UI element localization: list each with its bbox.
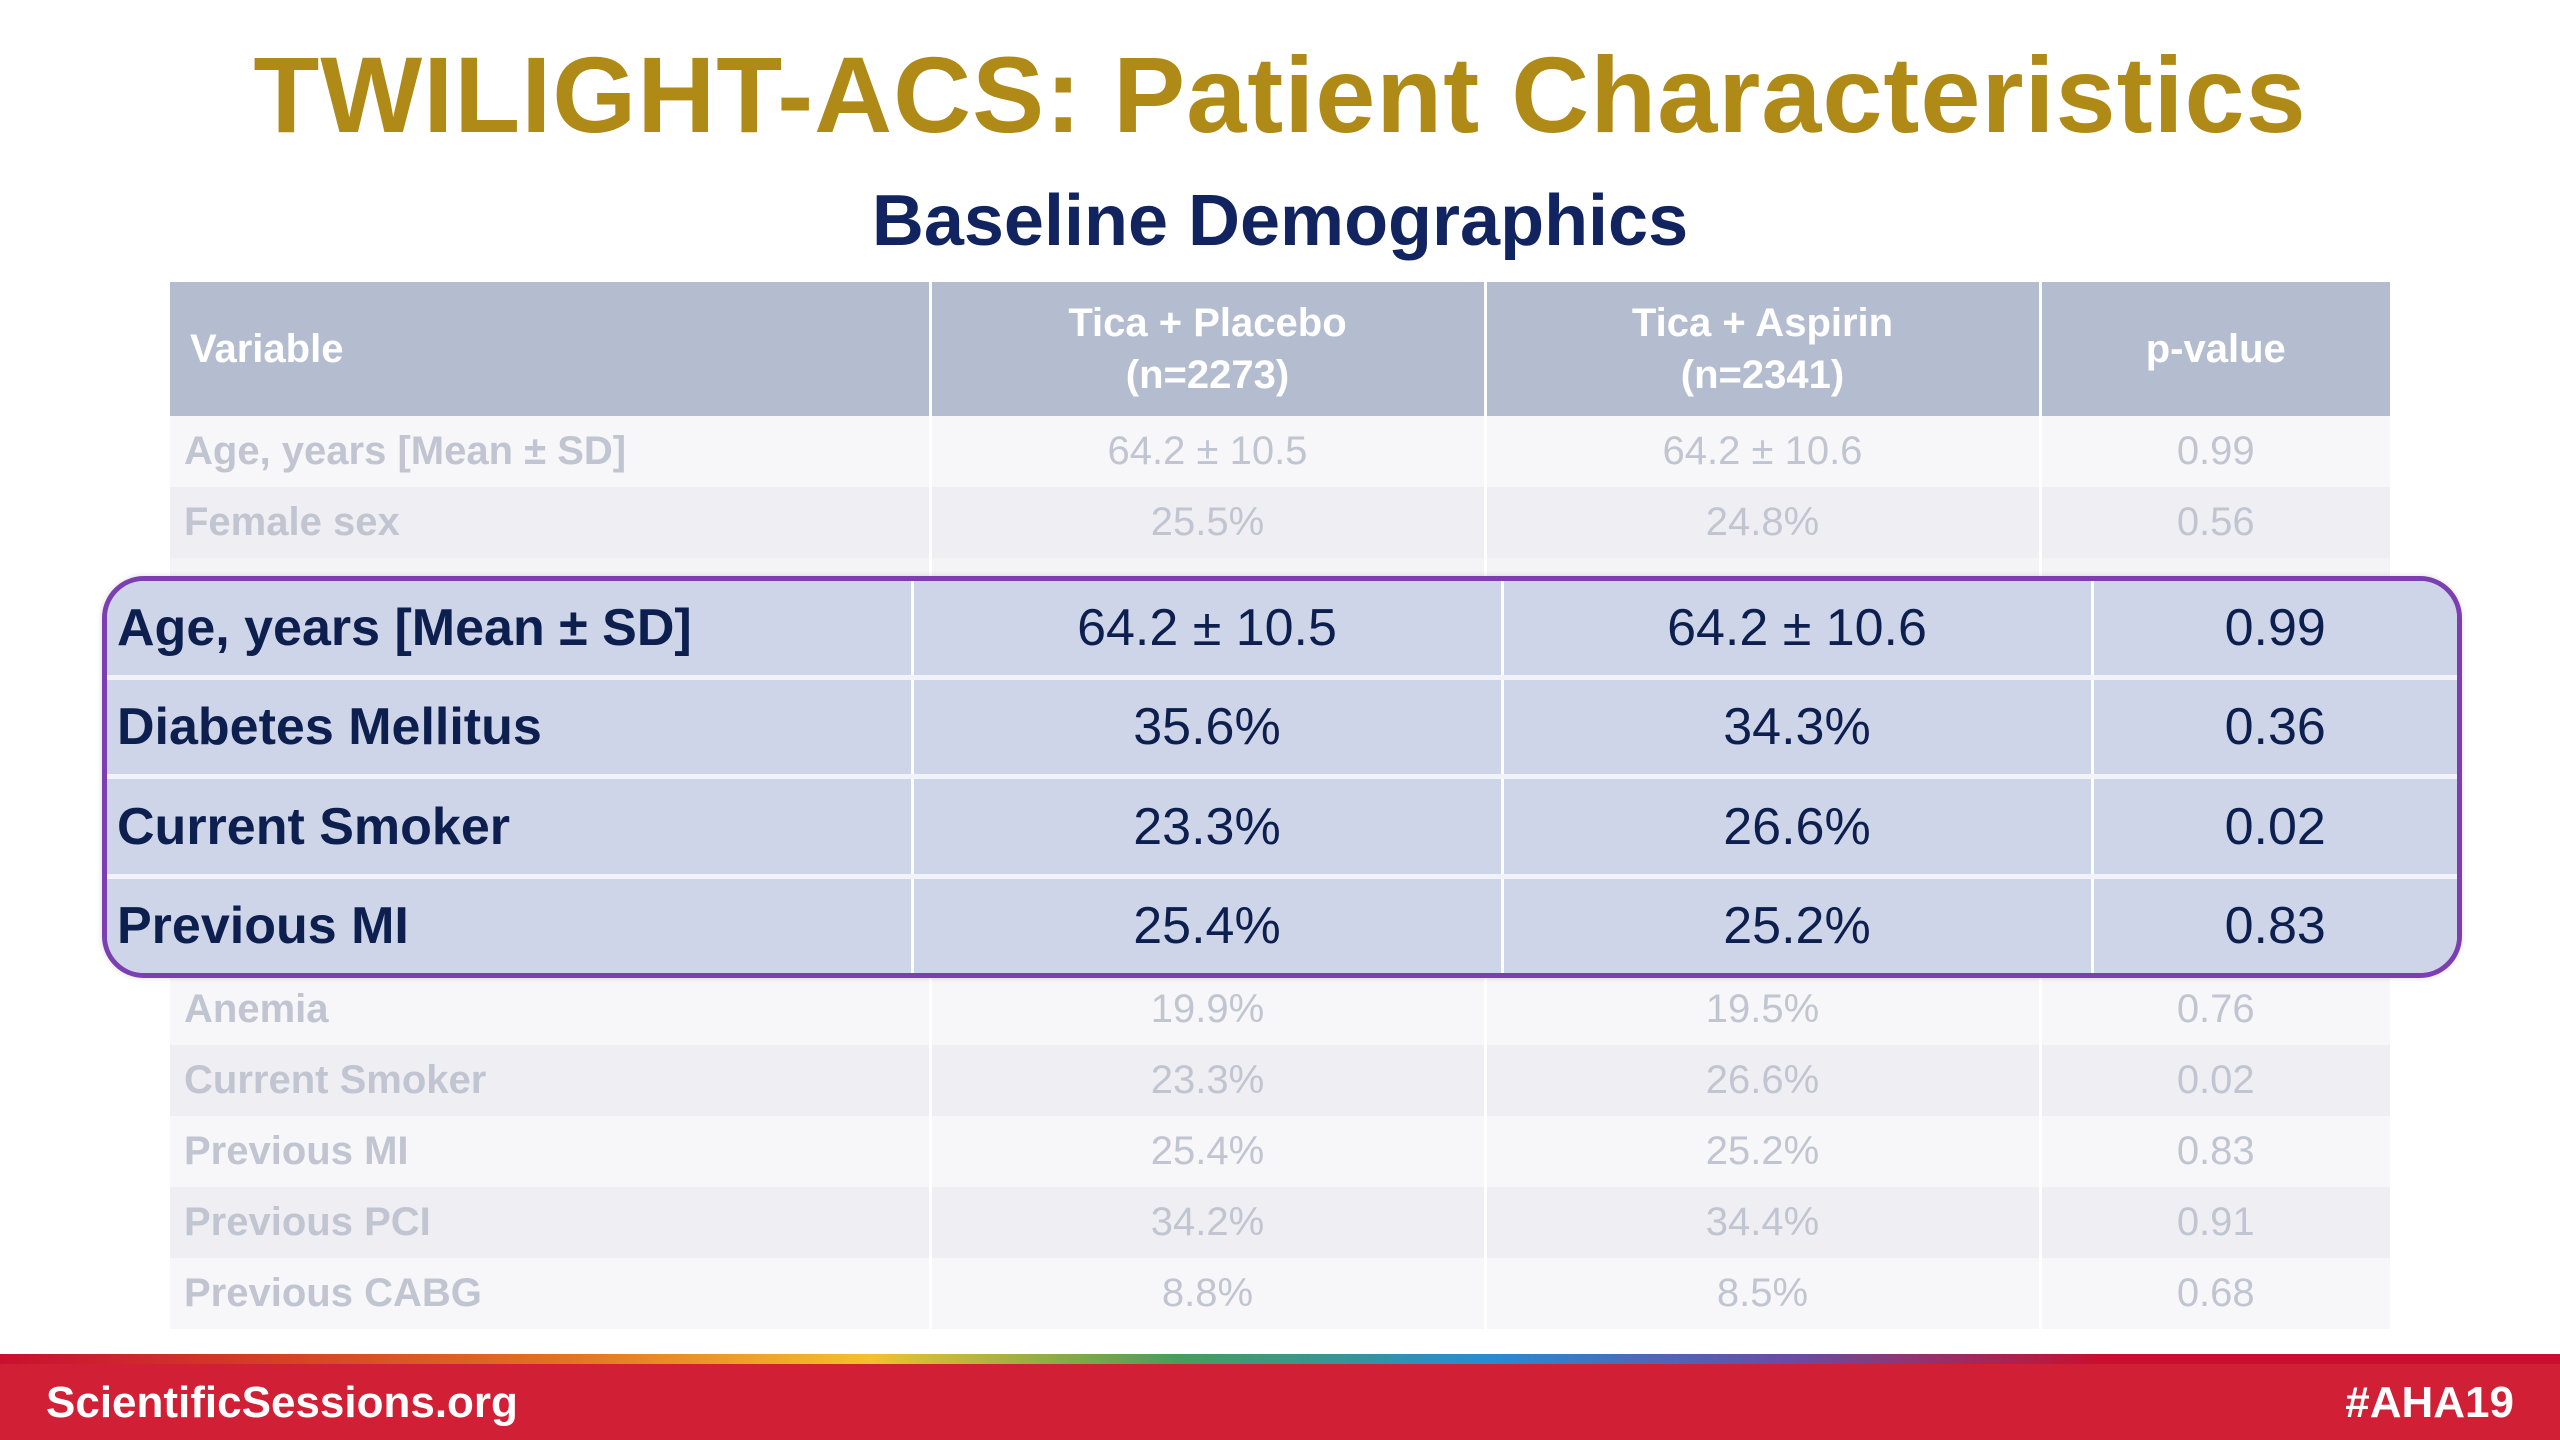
- highlight-cell-variable: Age, years [Mean ± SD]: [107, 581, 914, 680]
- highlight-cell-aspirin: 26.6%: [1502, 776, 2094, 880]
- footer-color-stripe: [0, 1354, 2560, 1364]
- header-tica-placebo-label: Tica + Placebo: [1068, 301, 1347, 345]
- cell-aspirin: 34.4%: [1485, 1187, 2042, 1258]
- cell-p-value: 0.83: [2040, 1116, 2390, 1187]
- highlight-cell-p-value: 0.99: [2092, 581, 2457, 680]
- highlight-row: Diabetes Mellitus 35.6% 34.3% 0.36: [107, 677, 2457, 780]
- highlight-cell-p-value: 0.02: [2092, 776, 2457, 880]
- cell-placebo: 25.5%: [930, 487, 1487, 558]
- highlight-cell-placebo: 25.4%: [912, 876, 1504, 973]
- header-tica-placebo-n: (n=2273): [1125, 353, 1290, 397]
- highlight-cell-placebo: 23.3%: [912, 776, 1504, 880]
- table-row: Previous MI 25.4% 25.2% 0.83: [170, 1116, 2390, 1187]
- highlight-callout: Age, years [Mean ± SD] 64.2 ± 10.5 64.2 …: [102, 576, 2462, 978]
- cell-aspirin: 19.5%: [1485, 974, 2042, 1045]
- header-tica-aspirin-n: (n=2341): [1680, 353, 1845, 397]
- cell-variable: Female sex: [170, 487, 932, 558]
- highlight-cell-aspirin: 25.2%: [1502, 876, 2094, 973]
- cell-aspirin: 25.2%: [1485, 1116, 2042, 1187]
- cell-placebo: 23.3%: [930, 1045, 1487, 1116]
- cell-p-value: 0.02: [2040, 1045, 2390, 1116]
- cell-variable: Anemia: [170, 974, 932, 1045]
- cell-variable: Previous MI: [170, 1116, 932, 1187]
- cell-aspirin: 8.5%: [1485, 1258, 2042, 1329]
- cell-variable: Previous PCI: [170, 1187, 932, 1258]
- header-p-value: p-value: [2040, 282, 2390, 416]
- table-row: Previous PCI 34.2% 34.4% 0.91: [170, 1187, 2390, 1258]
- highlight-cell-aspirin: 34.3%: [1502, 677, 2094, 780]
- table-header-row: Variable Tica + Placebo (n=2273) Tica + …: [170, 282, 2390, 416]
- highlight-row: Previous MI 25.4% 25.2% 0.83: [107, 876, 2457, 973]
- cell-variable: Current Smoker: [170, 1045, 932, 1116]
- table-row: Anemia 19.9% 19.5% 0.76: [170, 974, 2390, 1045]
- cell-p-value: 0.68: [2040, 1258, 2390, 1329]
- highlight-row: Age, years [Mean ± SD] 64.2 ± 10.5 64.2 …: [107, 581, 2457, 680]
- cell-p-value: 0.99: [2040, 416, 2390, 487]
- slide-subtitle: Baseline Demographics: [871, 181, 1689, 261]
- cell-p-value: 0.56: [2040, 487, 2390, 558]
- table-row: Age, years [Mean ± SD] 64.2 ± 10.5 64.2 …: [170, 416, 2390, 487]
- header-tica-placebo: Tica + Placebo (n=2273): [930, 282, 1487, 416]
- header-variable: Variable: [170, 282, 932, 416]
- cell-variable: Age, years [Mean ± SD]: [170, 416, 932, 487]
- highlight-cell-p-value: 0.83: [2092, 876, 2457, 973]
- highlight-cell-placebo: 64.2 ± 10.5: [912, 581, 1504, 680]
- header-tica-aspirin: Tica + Aspirin (n=2341): [1485, 282, 2042, 416]
- cell-p-value: 0.91: [2040, 1187, 2390, 1258]
- slide-title: TWILIGHT-ACS: Patient Characteristics: [253, 34, 2307, 155]
- cell-p-value: 0.76: [2040, 974, 2390, 1045]
- cell-variable: Previous CABG: [170, 1258, 932, 1329]
- cell-placebo: 34.2%: [930, 1187, 1487, 1258]
- table-row: Previous CABG 8.8% 8.5% 0.68: [170, 1258, 2390, 1329]
- highlight-cell-p-value: 0.36: [2092, 677, 2457, 780]
- footer-bar: ScientificSessions.org #AHA19: [0, 1364, 2560, 1440]
- cell-aspirin: 26.6%: [1485, 1045, 2042, 1116]
- table-row: Female sex 25.5% 24.8% 0.56: [170, 487, 2390, 558]
- highlight-row: Current Smoker 23.3% 26.6% 0.02: [107, 776, 2457, 880]
- cell-placebo: 64.2 ± 10.5: [930, 416, 1487, 487]
- cell-placebo: 8.8%: [930, 1258, 1487, 1329]
- table-row: Current Smoker 23.3% 26.6% 0.02: [170, 1045, 2390, 1116]
- highlight-cell-variable: Current Smoker: [107, 776, 914, 880]
- cell-placebo: 19.9%: [930, 974, 1487, 1045]
- header-tica-aspirin-label: Tica + Aspirin: [1631, 301, 1894, 345]
- cell-placebo: 25.4%: [930, 1116, 1487, 1187]
- footer-website: ScientificSessions.org: [46, 1378, 518, 1427]
- highlight-cell-variable: Previous MI: [107, 876, 914, 973]
- cell-aspirin: 64.2 ± 10.6: [1485, 416, 2042, 487]
- footer-hashtag: #AHA19: [2345, 1378, 2514, 1427]
- highlight-table: Age, years [Mean ± SD] 64.2 ± 10.5 64.2 …: [107, 581, 2457, 973]
- highlight-cell-placebo: 35.6%: [912, 677, 1504, 780]
- highlight-cell-aspirin: 64.2 ± 10.6: [1502, 581, 2094, 680]
- cell-aspirin: 24.8%: [1485, 487, 2042, 558]
- highlight-cell-variable: Diabetes Mellitus: [107, 677, 914, 780]
